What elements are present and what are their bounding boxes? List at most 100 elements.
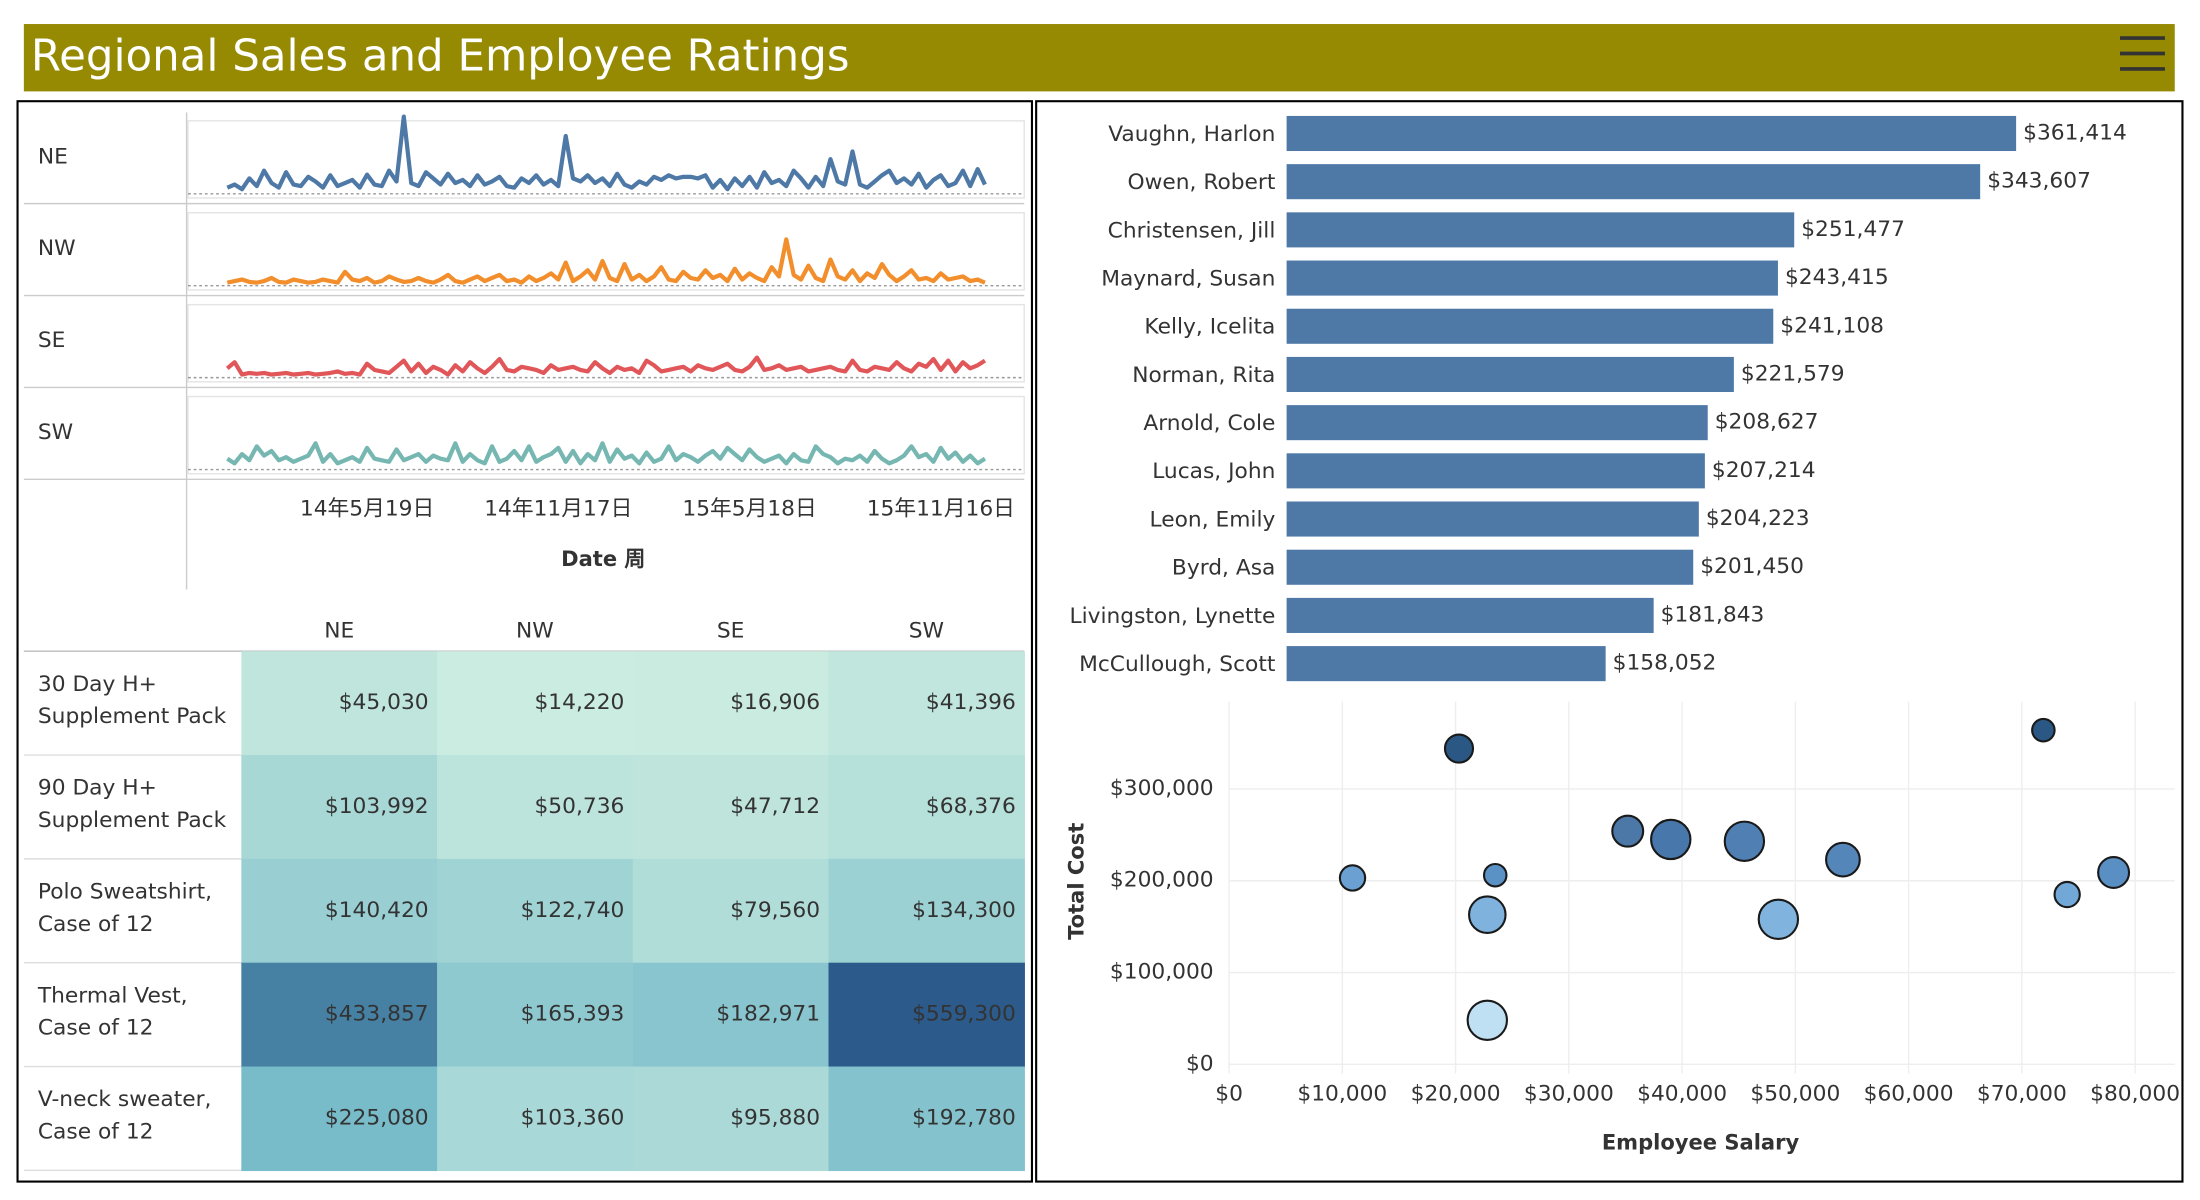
category-label: Livingston, Lynette	[1069, 604, 1275, 629]
scatter-point	[2031, 717, 2056, 743]
y-axis-title: Total Cost	[1064, 823, 1089, 940]
page-title: Regional Sales and Employee Ratings	[31, 32, 850, 82]
scatter-point	[1482, 862, 1508, 888]
cell-label: $103,992	[325, 794, 429, 819]
cell-label: $50,736	[534, 794, 624, 819]
bar	[1286, 212, 1795, 248]
value-label: $221,579	[1741, 361, 1845, 386]
row-label: Case of 12	[38, 1016, 154, 1041]
row-label: Thermal Vest,	[37, 983, 188, 1008]
bar	[1286, 453, 1705, 489]
x-tick-label: $20,000	[1411, 1082, 1501, 1107]
row-label: Supplement Pack	[38, 704, 227, 729]
cell-label: $79,560	[730, 898, 820, 923]
heat-cell	[632, 1066, 830, 1172]
bar	[1286, 501, 1699, 537]
bar	[1286, 597, 1654, 633]
scatter-point	[1757, 898, 1800, 940]
heat-cell	[632, 858, 830, 964]
bar	[1286, 356, 1734, 392]
heat-cell	[632, 651, 830, 756]
cell-label: $95,880	[730, 1105, 820, 1130]
scatter-point	[1443, 733, 1475, 764]
cell-label: $192,780	[912, 1105, 1016, 1130]
value-label: $181,843	[1661, 602, 1765, 627]
heat-cell	[241, 962, 438, 1068]
cell-label: $165,393	[521, 1002, 625, 1027]
x-tick-label: $60,000	[1864, 1082, 1954, 1107]
line-series	[225, 355, 987, 377]
row-label: SW	[38, 420, 73, 445]
x-tick-label: $30,000	[1524, 1082, 1614, 1107]
scatter-point	[1466, 999, 1508, 1041]
column-header: NW	[516, 619, 554, 644]
x-tick-label: 15年11月16日	[867, 497, 1015, 522]
scatter-point	[1468, 895, 1507, 935]
panel-frame	[187, 120, 1025, 199]
heat-cell	[828, 962, 1025, 1068]
x-tick-label: $70,000	[1977, 1082, 2067, 1107]
value-label: $208,627	[1715, 410, 1819, 435]
panel-frame	[187, 303, 1025, 383]
heat-cell	[632, 962, 830, 1068]
category-label: Maynard, Susan	[1101, 266, 1275, 291]
cell-label: $45,030	[339, 690, 429, 715]
y-tick-label: $100,000	[1110, 960, 1214, 985]
scatter-point	[1338, 864, 1367, 892]
cell-label: $103,360	[521, 1105, 625, 1130]
y-tick-label: $300,000	[1110, 776, 1214, 801]
bar	[1286, 115, 2017, 152]
cell-label: $433,857	[325, 1002, 429, 1027]
x-tick-label: 14年11月17日	[484, 497, 632, 522]
bar	[1286, 646, 1606, 682]
category-label: Owen, Robert	[1127, 170, 1275, 195]
heat-cell	[241, 651, 438, 756]
row-label: Case of 12	[38, 1119, 154, 1144]
x-tick-label: $0	[1215, 1082, 1243, 1107]
cell-label: $68,376	[926, 794, 1016, 819]
category-label: Arnold, Cole	[1143, 411, 1275, 436]
x-tick-label: 14年5月19日	[300, 497, 434, 522]
header-bar	[23, 24, 2175, 92]
column-header: NE	[324, 619, 354, 644]
value-label: $201,450	[1700, 554, 1804, 579]
heat-cell	[828, 858, 1025, 964]
panel-frame	[187, 395, 1025, 475]
x-axis-title: Employee Salary	[1602, 1130, 1800, 1155]
cell-label: $14,220	[534, 690, 624, 715]
heat-cell	[437, 962, 634, 1068]
category-label: Leon, Emily	[1150, 507, 1276, 532]
panel-frame	[187, 212, 1025, 291]
menu-icon[interactable]	[2120, 36, 2165, 71]
category-label: Christensen, Jill	[1108, 218, 1276, 243]
value-label: $207,214	[1712, 458, 1816, 483]
category-label: Byrd, Asa	[1172, 556, 1275, 581]
row-label: Polo Sweatshirt,	[38, 880, 212, 905]
heat-cell	[241, 858, 438, 964]
x-tick-label: $50,000	[1750, 1082, 1840, 1107]
category-label: McCullough, Scott	[1079, 652, 1275, 677]
category-label: Vaughn, Harlon	[1108, 122, 1275, 147]
line-series	[226, 237, 986, 285]
row-label: Supplement Pack	[38, 808, 227, 833]
x-tick-label: $40,000	[1637, 1082, 1727, 1107]
cell-label: $182,971	[716, 1002, 820, 1027]
bar	[1286, 164, 1981, 200]
value-label: $158,052	[1613, 651, 1717, 676]
heat-cell	[437, 651, 634, 756]
column-header: SW	[909, 619, 944, 644]
line-series	[226, 441, 987, 466]
category-label: Kelly, Icelita	[1144, 315, 1275, 340]
x-tick-label: 15年5月18日	[682, 497, 816, 522]
value-label: $243,415	[1785, 265, 1889, 290]
row-label: 90 Day H+	[38, 776, 157, 801]
heat-cell	[437, 1066, 634, 1172]
x-tick-label: $80,000	[2090, 1082, 2180, 1107]
bar	[1286, 549, 1694, 585]
cell-label: $140,420	[325, 898, 429, 923]
row-label: SE	[38, 328, 66, 353]
row-label: Case of 12	[38, 912, 154, 937]
line-series	[226, 114, 987, 192]
cell-label: $122,740	[521, 898, 625, 923]
